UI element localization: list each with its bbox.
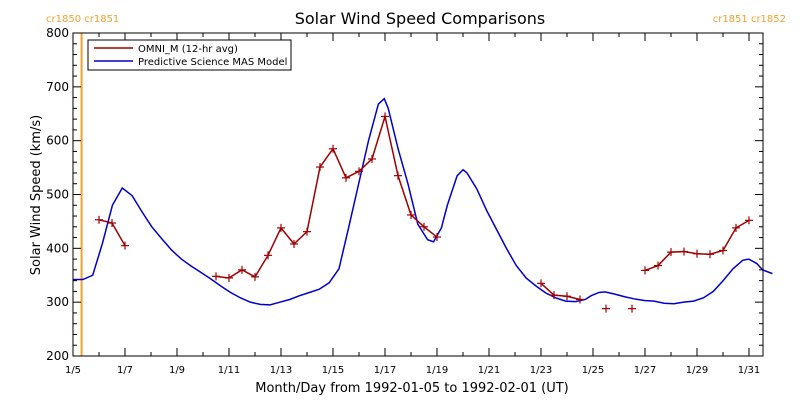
omni-data-point — [381, 112, 389, 121]
x-axis-label: Month/Day from 1992-01-05 to 1992-02-01 … — [255, 381, 568, 396]
omni-data-point — [394, 171, 402, 180]
x-tick-label: 1/21 — [478, 365, 500, 376]
omni-data-point — [654, 261, 662, 270]
omni-data-point — [576, 295, 584, 304]
omni-data-point — [264, 251, 272, 260]
y-tick-label: 500 — [46, 188, 69, 202]
omni-data-point — [238, 265, 246, 274]
y-tick-label: 300 — [46, 295, 69, 309]
x-axis: 1/5 1/7 1/9 1/11 1/13 1/15 1/17 1/19 1/21 1/23 1/2… — [65, 33, 760, 376]
x-tick-label: 1/31 — [738, 365, 760, 376]
omni-data-point — [420, 222, 428, 231]
omni-data-point — [303, 227, 311, 236]
omni-data-point — [225, 273, 233, 282]
omni-data-point — [251, 272, 259, 281]
x-tick-label: 1/7 — [117, 365, 133, 376]
series-layer — [73, 97, 773, 313]
legend-box — [87, 39, 292, 71]
omni-data-point — [732, 223, 740, 232]
x-tick-label: 1/11 — [218, 365, 240, 376]
omni-data-point — [121, 241, 129, 250]
omni-line-segment — [215, 113, 438, 279]
omni-data-point — [628, 304, 636, 313]
omni-line-segment — [540, 282, 581, 301]
omni-data-point — [680, 247, 688, 256]
x-tick-label: 1/23 — [530, 365, 552, 376]
omni-data-point — [407, 210, 415, 219]
y-tick-label: 600 — [46, 134, 69, 148]
omni-data-point — [745, 216, 753, 225]
omni-data-point — [277, 223, 285, 232]
x-tick-label: 1/29 — [686, 365, 708, 376]
omni-data-point — [108, 219, 116, 228]
omni-data-point — [667, 248, 675, 257]
mas-model-line — [73, 97, 773, 306]
x-tick-label: 1/5 — [65, 365, 81, 376]
y-axis: 200 300 400 500 600 700 800 — [46, 26, 763, 363]
y-tick-label: 200 — [46, 349, 69, 363]
omni-data-point — [706, 250, 714, 259]
x-tick-label: 1/17 — [374, 365, 396, 376]
chart-title: Solar Wind Speed Comparisons — [295, 9, 546, 28]
omni-data-point — [550, 291, 558, 300]
omni-data-point — [719, 246, 727, 255]
omni-data-point — [290, 240, 298, 249]
omni-data-point — [329, 144, 337, 153]
omni-data-point — [641, 266, 649, 275]
omni-data-point — [368, 154, 376, 163]
x-tick-label: 1/19 — [426, 365, 448, 376]
x-tick-label: 1/27 — [634, 365, 656, 376]
legend: OMNI_M (12-hr avg) Predictive Science MA… — [87, 39, 292, 71]
x-tick-label: 1/25 — [582, 365, 604, 376]
y-tick-label: 800 — [46, 26, 69, 40]
omni-data-point — [355, 167, 363, 176]
x-tick-label: 1/9 — [169, 365, 185, 376]
carrington-left-label: cr1850 cr1851 — [46, 14, 119, 25]
y-tick-label: 700 — [46, 80, 69, 94]
y-tick-label: 400 — [46, 241, 69, 255]
omni-data-point — [212, 272, 220, 281]
legend-label-omni: OMNI_M (12-hr avg) — [138, 44, 238, 55]
omni-data-point — [316, 163, 324, 172]
omni-data-point — [602, 304, 610, 313]
omni-data-point — [433, 233, 441, 242]
y-axis-label: Solar Wind Speed (km/s) — [29, 115, 44, 275]
x-tick-label: 1/15 — [322, 365, 344, 376]
carrington-right-label: cr1851 cr1852 — [713, 14, 786, 25]
x-tick-label: 1/13 — [270, 365, 292, 376]
carrington-boundaries — [80, 33, 83, 356]
omni-data-point — [563, 292, 571, 301]
omni-data-point — [537, 279, 545, 288]
omni-data-point — [693, 249, 701, 258]
omni-data-point — [95, 215, 103, 224]
legend-label-mas: Predictive Science MAS Model — [138, 57, 287, 68]
omni-data-point — [342, 173, 350, 182]
